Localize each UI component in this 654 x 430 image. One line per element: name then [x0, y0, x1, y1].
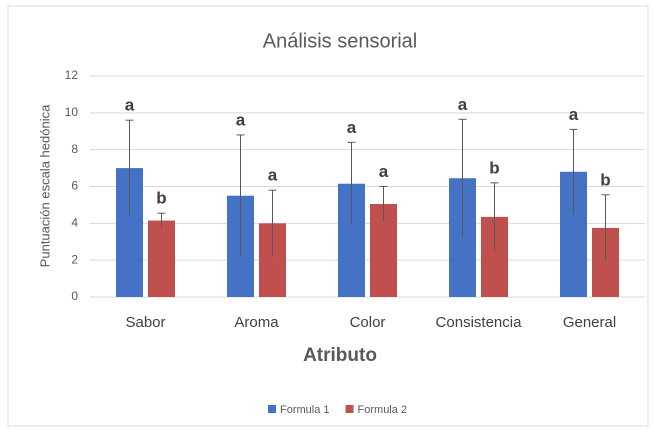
significance-letter: a	[347, 118, 357, 137]
y-tick-label: 10	[65, 105, 79, 119]
y-tick-label: 2	[71, 252, 78, 266]
significance-letter: b	[156, 189, 166, 208]
bar	[148, 220, 175, 297]
x-tick-label: Color	[350, 314, 386, 331]
legend-swatch	[345, 405, 354, 413]
y-axis-label: Puntuación escala hedónica	[37, 104, 52, 267]
y-tick-label: 8	[71, 142, 78, 156]
significance-letter: a	[569, 105, 579, 124]
significance-letter: a	[268, 166, 278, 185]
legend-label: Formula 1	[280, 404, 330, 416]
significance-letter: a	[379, 162, 389, 181]
significance-letter: a	[125, 96, 135, 115]
legend-swatch	[268, 405, 276, 413]
x-tick-label: General	[563, 314, 616, 331]
significance-letter: a	[236, 110, 246, 129]
x-tick-label: Aroma	[234, 314, 279, 331]
x-tick-label: Consistencia	[436, 314, 523, 331]
y-tick-label: 6	[71, 179, 78, 193]
x-tick-label: Sabor	[125, 314, 165, 331]
legend-label: Formula 2	[358, 404, 408, 416]
significance-letter: a	[458, 95, 468, 114]
y-tick-label: 4	[71, 216, 78, 230]
y-tick-label: 12	[65, 68, 79, 82]
significance-letter: b	[600, 170, 610, 189]
x-axis-label: Atributo	[303, 345, 377, 366]
chart-title: Análisis sensorial	[263, 30, 418, 52]
y-tick-label: 0	[71, 289, 78, 303]
significance-letter: b	[489, 158, 499, 177]
